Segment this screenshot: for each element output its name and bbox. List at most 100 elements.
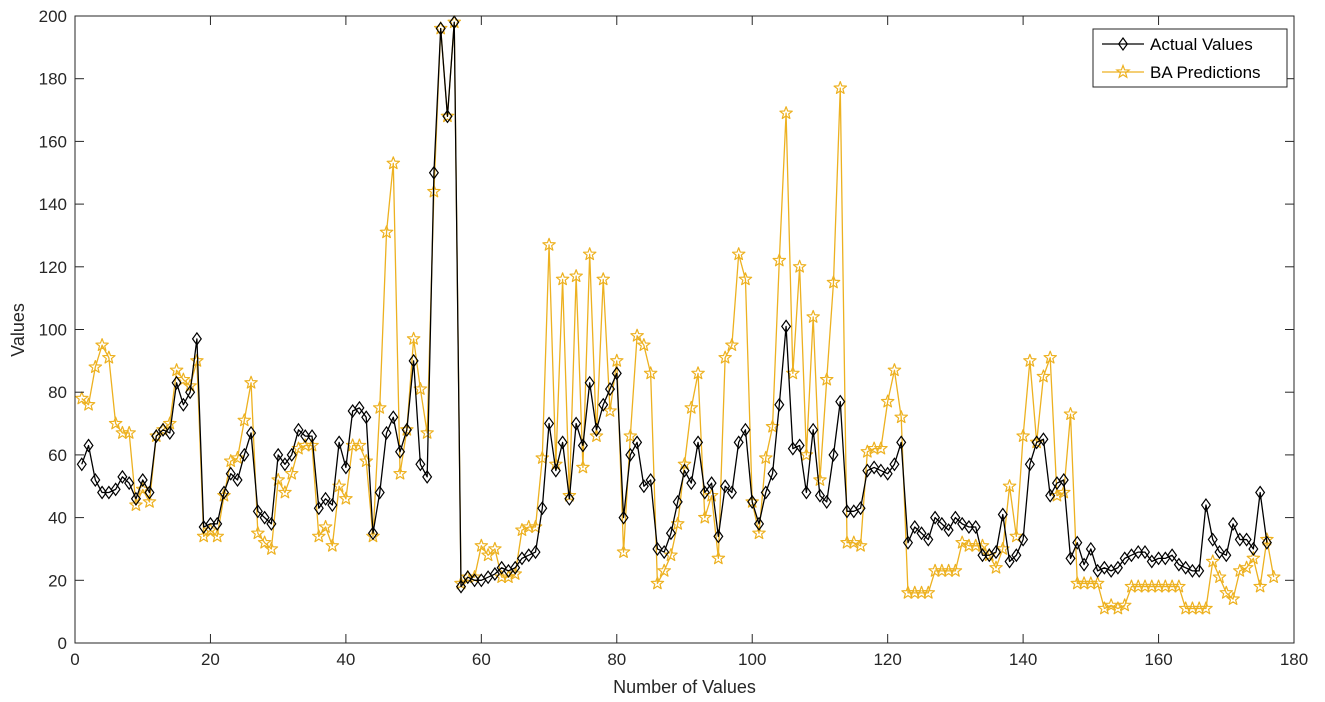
- ba-predictions-point: [1002, 479, 1017, 493]
- x-tick-label: 80: [607, 650, 626, 669]
- ba-predictions-point: [718, 350, 732, 364]
- actual-values-point: [374, 485, 385, 500]
- actual-values-point: [997, 507, 1008, 522]
- ba-predictions-point: [731, 247, 746, 261]
- actual-values-point: [83, 438, 94, 453]
- actual-values-point: [510, 560, 521, 575]
- ba-predictions-point: [806, 309, 820, 323]
- ba-predictions-point: [819, 372, 834, 386]
- ba-predictions-point: [1212, 570, 1227, 584]
- ba-predictions-point: [278, 485, 292, 499]
- actual-values-point: [388, 410, 399, 425]
- ba-predictions-point: [725, 338, 739, 352]
- ba-predictions-point: [230, 450, 245, 464]
- actual-values-point: [157, 422, 169, 437]
- ba-predictions-point: [142, 494, 157, 508]
- ba-predictions-point: [1219, 585, 1234, 599]
- ba-predictions-point: [1226, 592, 1240, 605]
- actual-values-point: [1112, 560, 1123, 575]
- actual-values-point: [334, 435, 345, 450]
- actual-values-point: [808, 422, 819, 437]
- actual-values-point: [713, 529, 724, 544]
- actual-values-point: [760, 485, 771, 500]
- actual-values-point: [950, 510, 961, 525]
- ba-predictions-point: [352, 438, 367, 452]
- actual-values-point: [306, 429, 318, 444]
- actual-values-point: [1139, 545, 1151, 560]
- ba-predictions-point: [318, 519, 333, 533]
- y-tick-label: 40: [48, 509, 67, 528]
- actual-values-point: [1085, 541, 1096, 556]
- actual-values-point: [618, 510, 629, 525]
- actual-values-point: [273, 447, 284, 462]
- x-tick-label: 20: [201, 650, 220, 669]
- ba-predictions-point: [610, 353, 624, 367]
- ba-predictions-point: [779, 106, 793, 120]
- actual-values-point: [1200, 498, 1212, 513]
- actual-values-point: [909, 519, 920, 535]
- actual-values-point: [90, 472, 101, 488]
- ba-predictions-point: [176, 372, 191, 386]
- actual-values-point: [361, 410, 372, 425]
- actual-values-point: [936, 516, 947, 531]
- ba-predictions-point: [569, 269, 583, 283]
- x-tick-label: 140: [1009, 650, 1037, 669]
- actual-values-point: [144, 485, 155, 500]
- actual-values-point: [530, 545, 541, 560]
- actual-values-point: [632, 435, 643, 450]
- ba-predictions-point: [393, 466, 407, 480]
- actual-values-point: [611, 366, 622, 381]
- ba-predictions-point: [257, 535, 272, 549]
- actual-values-point: [841, 504, 853, 519]
- actual-values-point: [726, 485, 737, 500]
- actual-values-point: [110, 482, 121, 497]
- ba-predictions-point: [589, 428, 604, 442]
- actual-values-point: [1079, 557, 1090, 572]
- legend-label-actual-values: Actual Values: [1150, 35, 1253, 54]
- actual-values-point: [923, 532, 934, 547]
- y-tick-label: 180: [39, 70, 67, 89]
- actual-values-point: [577, 438, 588, 453]
- ba-predictions-point: [833, 81, 848, 94]
- ba-predictions-point: [305, 438, 319, 452]
- actual-values-point: [428, 165, 439, 180]
- actual-values-point: [455, 579, 467, 594]
- ba-predictions-point: [711, 551, 726, 565]
- actual-values-point: [1072, 535, 1083, 550]
- ba-predictions-point: [542, 237, 556, 251]
- actual-values-point: [706, 476, 717, 491]
- ba-predictions-point: [74, 391, 89, 405]
- actual-values-point: [320, 491, 331, 506]
- ba-predictions-point: [102, 350, 116, 364]
- actual-values-point: [692, 435, 704, 450]
- ba-predictions-point: [745, 494, 759, 508]
- series-layer: [74, 15, 1281, 615]
- plot-area: [75, 16, 1294, 643]
- actual-values-point: [489, 567, 500, 582]
- actual-values-point: [130, 491, 142, 506]
- actual-values-point: [855, 501, 866, 516]
- x-tick-label: 40: [336, 650, 355, 669]
- ba-predictions-point: [596, 272, 611, 286]
- ba-predictions-point: [677, 457, 692, 471]
- actual-values-point: [767, 466, 778, 481]
- ba-predictions-point: [359, 454, 373, 468]
- actual-values-point: [963, 519, 974, 535]
- x-tick-label: 0: [70, 650, 79, 669]
- legend-items: Actual Values BA Predictions: [1102, 35, 1261, 82]
- actual-values-point: [1194, 563, 1205, 578]
- x-tick-label: 100: [738, 650, 766, 669]
- actual-values-point: [882, 466, 893, 481]
- ba-predictions-point: [1205, 554, 1220, 568]
- y-axis-title: Values: [8, 303, 28, 357]
- ba-predictions-point: [95, 338, 109, 352]
- actual-values-point: [266, 516, 277, 531]
- actual-values-point: [1248, 541, 1259, 556]
- ba-predictions-point: [1172, 579, 1186, 593]
- ba-predictions-point: [758, 450, 773, 464]
- y-tick-label: 20: [48, 571, 67, 590]
- ba-predictions-point: [264, 541, 279, 555]
- actual-values-point: [828, 447, 839, 462]
